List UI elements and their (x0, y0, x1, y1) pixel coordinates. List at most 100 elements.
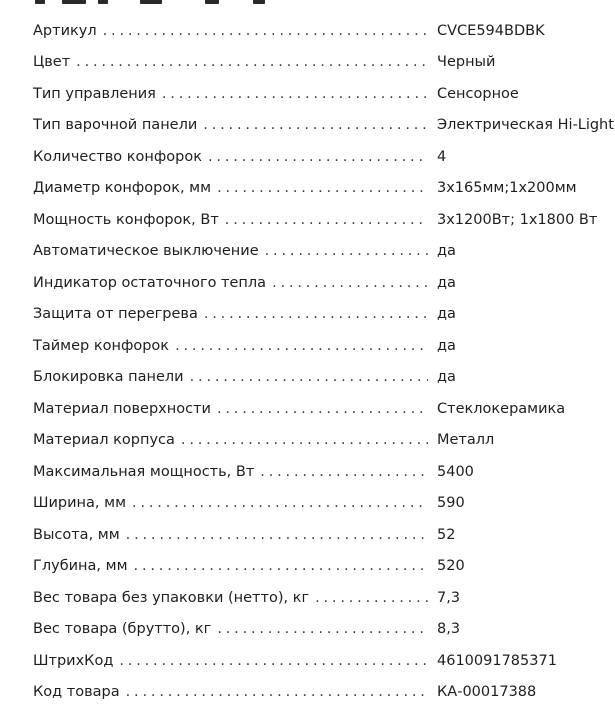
spec-label-wrap: Количество конфорок (33, 148, 428, 165)
heading-fragment-mark (62, 0, 86, 4)
spec-value: 590 (437, 495, 465, 512)
spec-value: да (437, 369, 456, 386)
spec-row: Артикул CVCE594BDBK (33, 15, 615, 47)
spec-label: Материал корпуса (33, 432, 181, 449)
dot-leader (217, 401, 428, 417)
spec-value: 8,3 (437, 621, 461, 638)
spec-value: да (437, 337, 456, 354)
spec-label: Индикатор остаточного тепла (33, 274, 273, 291)
dot-leader (204, 306, 428, 322)
spec-row: Таймер конфорок да (33, 330, 615, 362)
spec-list: Артикул CVCE594BDBK Цвет Черный Тип упра… (33, 15, 615, 708)
spec-label: Автоматическое выключение (33, 243, 265, 260)
spec-label: Количество конфорок (33, 148, 209, 165)
spec-row: Защита от перегрева да (33, 299, 615, 331)
spec-row: Цвет Черный (33, 47, 615, 79)
dot-leader (175, 338, 428, 354)
spec-label: Высота, мм (33, 526, 126, 543)
spec-row: Автоматическое выключение да (33, 236, 615, 268)
dot-leader (203, 117, 428, 133)
spec-value: Стеклокерамика (437, 400, 566, 417)
spec-value: Черный (437, 54, 496, 71)
spec-row: ШтрихКод 4610091785371 (33, 645, 615, 677)
spec-label-wrap: Глубина, мм (33, 558, 428, 575)
spec-value: 52 (437, 526, 456, 543)
dot-leader (265, 243, 428, 259)
spec-row: Диаметр конфорок, мм 3х165мм;1х200мм (33, 173, 615, 205)
spec-label-wrap: Тип варочной панели (33, 117, 428, 134)
spec-label-wrap: Материал поверхности (33, 400, 428, 417)
dot-leader (217, 621, 428, 637)
heading-fragment-mark (205, 0, 219, 4)
dot-leader (181, 432, 428, 448)
spec-value: 520 (437, 558, 465, 575)
heading-fragment-mark (140, 0, 162, 4)
spec-label-wrap: Ширина, мм (33, 495, 428, 512)
spec-value: да (437, 306, 456, 323)
spec-label-wrap: Индикатор остаточного тепла (33, 274, 428, 291)
spec-label-wrap: ШтрихКод (33, 652, 428, 669)
spec-label: Блокировка панели (33, 369, 190, 386)
dot-leader (76, 54, 428, 70)
spec-label: Код товара (33, 684, 126, 701)
spec-value: 7,3 (437, 589, 461, 606)
spec-value: да (437, 274, 456, 291)
spec-value: да (437, 243, 456, 260)
spec-label: Максимальная мощность, Вт (33, 463, 261, 480)
spec-label-wrap: Таймер конфорок (33, 337, 428, 354)
heading-fragment-mark (253, 0, 265, 4)
spec-row: Количество конфорок 4 (33, 141, 615, 173)
spec-label: Цвет (33, 54, 77, 71)
spec-label: ШтрихКод (33, 652, 120, 669)
heading-fragment-mark (35, 0, 45, 4)
spec-label-wrap: Код товара (33, 684, 428, 701)
heading-fragment-mark (98, 0, 108, 4)
spec-label-wrap: Защита от перегрева (33, 306, 428, 323)
dot-leader (126, 684, 428, 700)
spec-label-wrap: Артикул (33, 22, 428, 39)
spec-value: CVCE594BDBK (437, 22, 545, 39)
spec-label: Диаметр конфорок, мм (33, 180, 218, 197)
dot-leader (208, 149, 428, 165)
spec-row: Ширина, мм 590 (33, 488, 615, 520)
spec-label: Тип управления (33, 85, 162, 102)
spec-row: Максимальная мощность, Вт 5400 (33, 456, 615, 488)
spec-label: Таймер конфорок (33, 337, 176, 354)
spec-row: Индикатор остаточного тепла да (33, 267, 615, 299)
spec-row: Материал корпуса Металл (33, 425, 615, 457)
spec-label: Мощность конфорок, Вт (33, 211, 225, 228)
spec-value: 4610091785371 (437, 652, 557, 669)
spec-value: КА-00017388 (437, 684, 537, 701)
dot-leader (272, 275, 428, 291)
spec-row: Вес товара без упаковки (нетто), кг 7,3 (33, 582, 615, 614)
spec-label: Вес товара (брутто), кг (33, 621, 218, 638)
spec-row: Вес товара (брутто), кг 8,3 (33, 614, 615, 646)
spec-label: Артикул (33, 22, 103, 39)
dot-leader (190, 369, 428, 385)
spec-value: Электрическая Hi-Light (437, 117, 614, 134)
spec-row: Высота, мм 52 (33, 519, 615, 551)
spec-label: Глубина, мм (33, 558, 134, 575)
spec-label: Материал поверхности (33, 400, 217, 417)
spec-label: Тип варочной панели (33, 117, 204, 134)
spec-label-wrap: Диаметр конфорок, мм (33, 180, 428, 197)
spec-label-wrap: Цвет (33, 54, 428, 71)
spec-label-wrap: Тип управления (33, 85, 428, 102)
dot-leader (132, 495, 428, 511)
dot-leader (315, 590, 428, 606)
dot-leader (134, 558, 428, 574)
spec-row: Материал поверхности Стеклокерамика (33, 393, 615, 425)
spec-value: 3х1200Вт; 1х1800 Вт (437, 211, 598, 228)
spec-row: Глубина, мм 520 (33, 551, 615, 583)
spec-row: Блокировка панели да (33, 362, 615, 394)
spec-value: Сенсорное (437, 85, 519, 102)
spec-label: Ширина, мм (33, 495, 133, 512)
spec-label-wrap: Мощность конфорок, Вт (33, 211, 428, 228)
spec-row: Тип варочной панели Электрическая Hi-Lig… (33, 110, 615, 142)
dot-leader (103, 23, 428, 39)
spec-row: Мощность конфорок, Вт 3х1200Вт; 1х1800 В… (33, 204, 615, 236)
spec-value: Металл (437, 432, 495, 449)
spec-label: Вес товара без упаковки (нетто), кг (33, 589, 316, 606)
spec-label-wrap: Материал корпуса (33, 432, 428, 449)
spec-label-wrap: Вес товара (брутто), кг (33, 621, 428, 638)
